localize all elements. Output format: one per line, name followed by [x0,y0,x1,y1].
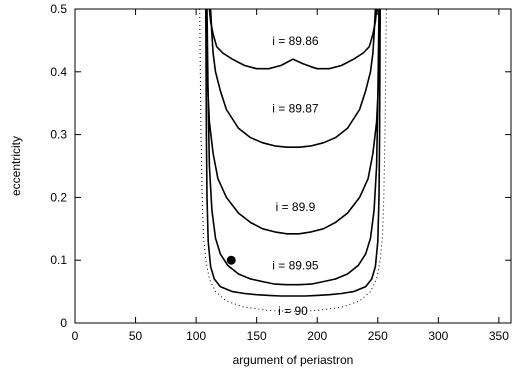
series-line-1 [209,9,377,148]
y-axis-label: eccentricity [9,136,23,196]
marker-group [226,255,236,265]
x-tick-label: 200 [307,329,327,343]
data-point-marker [226,255,236,265]
y-tick-label: 0.3 [50,128,67,142]
x-tick-label: 150 [247,329,267,343]
x-tick-label: 100 [186,329,206,343]
annotation-group: i = 89.86 i = 89.87 i = 89.9 i = 89.95 i = 9… [272,34,319,318]
x-tick-label: 350 [489,329,509,343]
axis-ticks: 0 50 100 150 200 250 300 350 0 0.1 0.2 0.3 0.4 0.5 [50,2,511,343]
x-tick-label: 0 [72,329,79,343]
y-tick-label: 0.4 [50,65,67,79]
y-tick-label: 0.2 [50,190,67,204]
x-tick-label: 50 [129,329,143,343]
y-tick-label: 0.5 [50,2,67,16]
series-group [199,9,387,313]
series-line-4 [205,9,382,297]
curve-annotation: i = 89.95 [272,259,319,273]
curve-annotation: i = 89.87 [272,102,319,116]
series-line-2 [205,9,381,235]
x-axis-label: argument of periastron [233,353,354,367]
curve-annotation: i = 90 [278,304,308,318]
y-tick-label: 0.1 [50,253,67,267]
curve-annotation: i = 89.86 [272,34,319,48]
x-tick-label: 300 [428,329,448,343]
series-line-0 [208,9,378,70]
curve-annotation: i = 89.9 [276,200,316,214]
series-line-3 [206,9,380,286]
y-tick-label: 0 [60,316,67,330]
x-tick-label: 250 [368,329,388,343]
plot-frame [74,8,512,324]
